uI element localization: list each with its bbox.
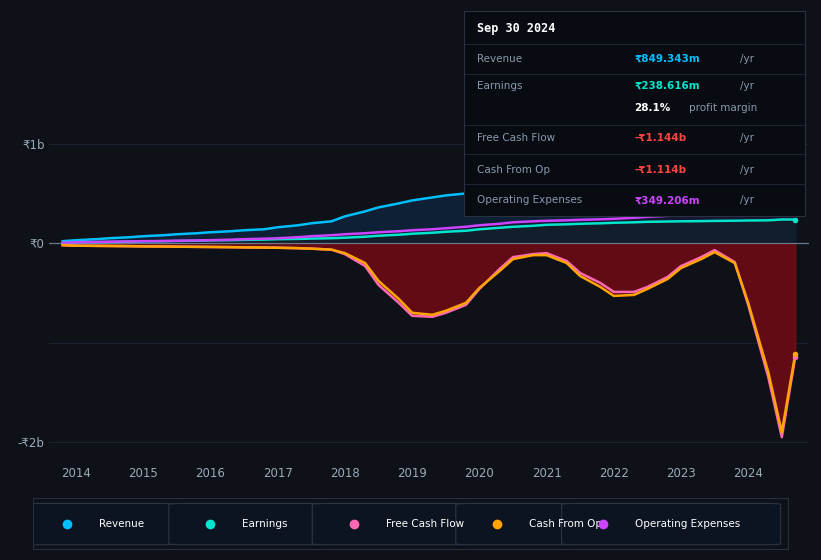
Text: Revenue: Revenue bbox=[99, 519, 144, 529]
Text: ₹238.616m: ₹238.616m bbox=[635, 81, 699, 91]
Text: profit margin: profit margin bbox=[689, 103, 757, 113]
FancyBboxPatch shape bbox=[312, 503, 471, 545]
FancyBboxPatch shape bbox=[456, 503, 576, 545]
Text: /yr: /yr bbox=[740, 133, 754, 143]
Text: Operating Expenses: Operating Expenses bbox=[478, 195, 583, 206]
Text: 28.1%: 28.1% bbox=[635, 103, 671, 113]
Text: Free Cash Flow: Free Cash Flow bbox=[386, 519, 464, 529]
Text: Free Cash Flow: Free Cash Flow bbox=[478, 133, 556, 143]
Text: /yr: /yr bbox=[740, 165, 754, 175]
Text: Earnings: Earnings bbox=[478, 81, 523, 91]
Text: Sep 30 2024: Sep 30 2024 bbox=[478, 22, 556, 35]
Text: Operating Expenses: Operating Expenses bbox=[635, 519, 740, 529]
Text: /yr: /yr bbox=[740, 195, 754, 206]
Text: ₹349.206m: ₹349.206m bbox=[635, 195, 699, 206]
Text: ₹849.343m: ₹849.343m bbox=[635, 54, 700, 64]
Text: Cash From Op: Cash From Op bbox=[478, 165, 551, 175]
Text: -₹1.144b: -₹1.144b bbox=[635, 133, 686, 143]
Text: /yr: /yr bbox=[740, 54, 754, 64]
Text: Revenue: Revenue bbox=[478, 54, 523, 64]
Text: -₹1.114b: -₹1.114b bbox=[635, 165, 686, 175]
FancyBboxPatch shape bbox=[562, 503, 781, 545]
FancyBboxPatch shape bbox=[169, 503, 328, 545]
FancyBboxPatch shape bbox=[25, 503, 177, 545]
Text: /yr: /yr bbox=[740, 81, 754, 91]
Text: Cash From Op: Cash From Op bbox=[529, 519, 602, 529]
Text: Earnings: Earnings bbox=[242, 519, 287, 529]
